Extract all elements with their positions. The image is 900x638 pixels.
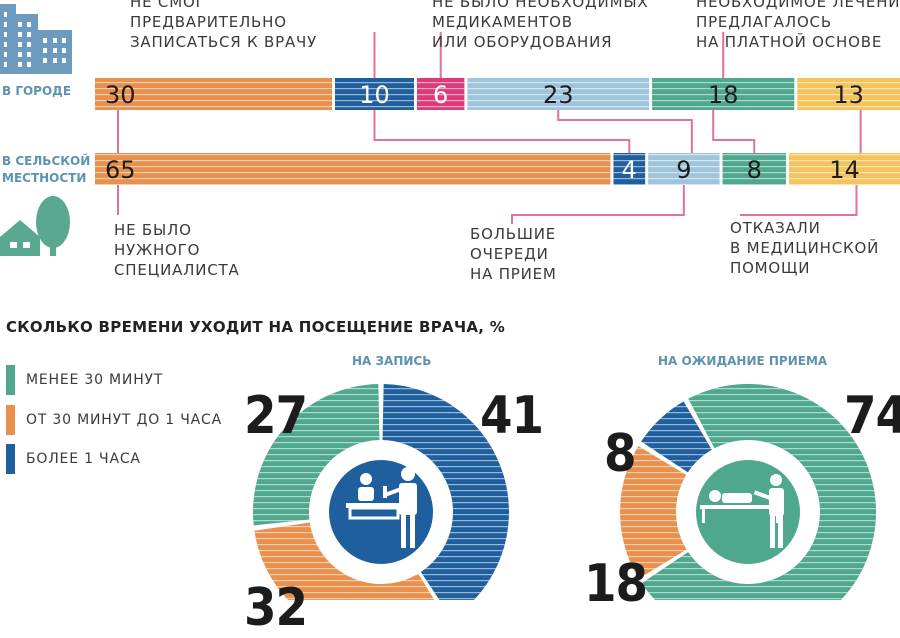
village-house-tree-icon (0, 196, 70, 256)
donut2-value-over-60: 8 (604, 424, 637, 484)
bar-segment-stripes (613, 153, 646, 185)
donut-slice-stripes (254, 522, 435, 600)
patient-on-bed-icon (696, 460, 800, 564)
city-buildings-icon (0, 4, 72, 74)
bar-segment-stripes (722, 153, 786, 185)
bar-segment-stripes (788, 153, 900, 185)
bar-segment-stripes (648, 153, 720, 185)
connector-line (557, 110, 693, 153)
row-label-city: В ГОРОДЕ (2, 84, 72, 98)
donut1-slice-1 (254, 522, 435, 600)
bar-segment-city-4: 18 (652, 78, 795, 110)
connector-line (712, 110, 756, 153)
caption-paid-treatment: НЕОБХОДИМОЕ ЛЕЧЕНИЕ ПРЕДЛАГАЛОСЬ НА ПЛАТ… (696, 0, 900, 51)
donut2-value-under-30: 74 (844, 386, 900, 446)
bar-value-label: 10 (359, 81, 390, 109)
donut-charts (253, 384, 876, 600)
donut-slice-stripes (253, 384, 380, 526)
bar-segment-stripes (467, 78, 650, 110)
donut-title-appointment: НА ЗАПИСЬ (352, 354, 432, 368)
bar-value-label: 4 (622, 156, 637, 184)
donut1-slice-2 (382, 384, 509, 600)
caption-queues: БОЛЬШИЕ ОЧЕРЕДИ НА ПРИЕМ (470, 225, 557, 283)
bar-segment-rural-0: 65 (95, 153, 611, 185)
bar-segment-city-2: 6 (417, 78, 465, 110)
legend-swatch (6, 444, 15, 474)
bar-value-label: 65 (105, 156, 136, 184)
bar-value-label: 14 (829, 156, 860, 184)
legend-label: БОЛЕЕ 1 ЧАСА (26, 451, 141, 467)
bar-value-label: 23 (543, 81, 574, 109)
connector-line (511, 185, 685, 224)
bar-segment-rural-3: 9 (648, 153, 720, 185)
bar-segment-rural-1: 4 (613, 153, 646, 185)
bar-segment-stripes (335, 78, 414, 110)
bar-segment-stripes (652, 78, 795, 110)
donut1-value-under-30: 27 (244, 386, 308, 446)
bar-segment-rural-4: 8 (722, 153, 786, 185)
legend-label: МЕНЕЕ 30 МИНУТ (26, 372, 164, 388)
bar-value-label: 9 (676, 156, 691, 184)
row-label-rural: В СЕЛЬСКОЙ МЕСТНОСТИ (2, 154, 91, 185)
connector-line (740, 185, 858, 216)
bar-value-label: 18 (708, 81, 739, 109)
bar-segment-stripes (417, 78, 465, 110)
reception-desk-icon (329, 460, 433, 564)
legend-label: ОТ 30 МИНУТ ДО 1 ЧАСА (26, 412, 222, 428)
donut-slice-stripes (382, 384, 509, 600)
bar-value-label: 6 (433, 81, 448, 109)
legend-swatch (6, 405, 15, 435)
caption-refused: ОТКАЗАЛИ В МЕДИЦИНСКОЙ ПОМОЩИ (730, 219, 880, 277)
legend-swatch (6, 365, 15, 395)
bar-segment-city-5: 13 (797, 78, 900, 110)
donut1-value-over-60: 41 (480, 386, 544, 446)
donut1-value-30-60: 32 (244, 578, 308, 638)
donut-slice-stripes (620, 446, 687, 579)
caption-no-specialist: НЕ БЫЛО НУЖНОГО СПЕЦИАЛИСТА (114, 221, 240, 279)
connector-lines (117, 32, 862, 224)
connector-line (373, 110, 631, 153)
donut2-slice-1 (620, 446, 687, 579)
section-title: СКОЛЬКО ВРЕМЕНИ УХОДИТ НА ПОСЕЩЕНИЕ ВРАЧ… (6, 318, 506, 336)
bar-segment-stripes (797, 78, 900, 110)
donut-title-waiting: НА ОЖИДАНИЕ ПРИЕМА (658, 354, 828, 368)
caption-no-medicines: НЕ БЫЛО НЕОБХОДИМЫХ МЕДИКАМЕНТОВ ИЛИ ОБО… (432, 0, 649, 51)
bar-value-label: 30 (105, 81, 136, 109)
bar-value-label: 13 (833, 81, 864, 109)
bar-segment-city-0: 30 (95, 78, 332, 110)
bar-segment-stripes (95, 78, 332, 110)
donut1-slice-0 (253, 384, 380, 526)
donut-slice-stripes (641, 401, 712, 473)
donut-slice-stripes (641, 384, 876, 600)
bar-segment-rural-5: 14 (788, 153, 900, 185)
bar-segment-stripes (95, 153, 611, 185)
donut2-slice-2 (641, 401, 712, 473)
bar-segment-city-3: 23 (467, 78, 650, 110)
caption-no-appointment: НЕ СМОГ ПРЕДВАРИТЕЛЬНО ЗАПИСАТЬСЯ К ВРАЧ… (130, 0, 318, 51)
stacked-bar-chart: 30 10 6 23 18 13 65 4 9 8 14 (0, 4, 900, 256)
bar-segment-city-1: 10 (335, 78, 414, 110)
donut2-slice-0 (641, 384, 876, 600)
bar-value-label: 8 (747, 156, 762, 184)
donut2-value-30-60: 18 (584, 554, 648, 614)
